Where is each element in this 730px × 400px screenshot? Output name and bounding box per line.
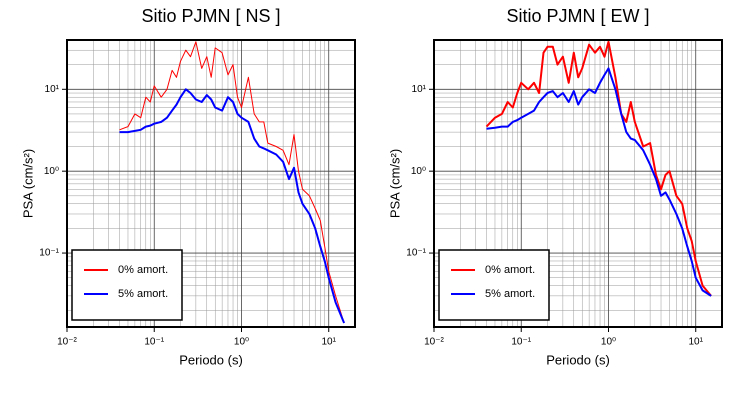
y-tick-label: 10⁻¹ [406,248,426,259]
legend-label: 5% amort. [485,288,535,300]
chart-title: Sitio PJMN [ EW ] [506,6,649,26]
legend-box [438,249,550,321]
y-axis-label: PSA (cm/s²) [387,149,402,218]
chart-title: Sitio PJMN [ NS ] [141,6,280,26]
x-tick-label: 10⁻² [424,337,444,348]
data-line [485,40,712,297]
x-tick-label: 10⁻² [57,337,77,348]
legend-label: 0% amort. [485,264,535,276]
x-tick-label: 10¹ [322,337,337,348]
legend-label: 5% amort. [118,288,168,300]
legend-box [71,249,183,321]
data-line [119,88,346,324]
y-tick-label: 10¹ [45,84,60,95]
legend-label: 0% amort. [118,264,168,276]
x-tick-label: 10¹ [689,337,704,348]
x-axis-label: Periodo (s) [546,352,610,367]
x-tick-label: 10⁰ [601,337,616,348]
x-tick-label: 10⁰ [234,337,249,348]
y-tick-label: 10¹ [412,84,427,95]
x-tick-label: 10⁻¹ [511,337,531,348]
y-axis-label: PSA (cm/s²) [20,149,35,218]
x-axis-label: Periodo (s) [179,352,243,367]
y-tick-label: 10⁻¹ [39,248,59,259]
y-tick-label: 10⁰ [411,166,426,177]
plot-frame [66,39,356,328]
x-tick-label: 10⁻¹ [144,337,164,348]
plot-frame [433,39,723,328]
y-tick-label: 10⁰ [44,166,59,177]
data-line [119,41,345,324]
data-line [486,67,712,297]
